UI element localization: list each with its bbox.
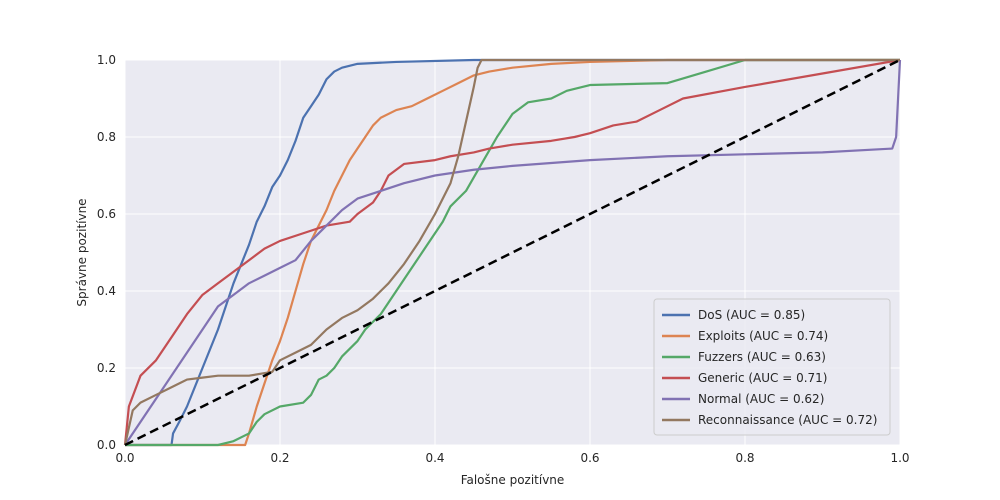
y-axis-label: Správne pozitívne [75,198,89,306]
series-layer [123,58,902,447]
y-tick-label: 1.0 [97,53,116,67]
series-line-1 [125,58,900,447]
y-tick-label: 0.2 [97,361,116,375]
series-line-4 [124,59,902,446]
legend-entry: Normal (AUC = 0.62) [698,392,824,406]
series-line-2 [125,58,900,447]
legend-entry: Fuzzers (AUC = 0.63) [698,350,826,364]
series-line-0 [125,58,900,447]
legend-entry: Reconnaissance (AUC = 0.72) [698,413,877,427]
legend-entry: Exploits (AUC = 0.74) [698,329,828,343]
legend: DoS (AUC = 0.85) Exploits (AUC = 0.74) Fuz… [653,298,891,436]
x-tick-label: 0.0 [115,451,134,465]
x-tick-label: 0.8 [735,451,754,465]
x-axis-label: Falošne pozitívne [461,473,565,487]
x-tick-label: 0.4 [425,451,444,465]
legend-box [653,298,891,436]
x-tick-label: 0.2 [270,451,289,465]
legend-entry: Generic (AUC = 0.71) [698,371,828,385]
x-tick-label: 0.6 [580,451,599,465]
x-tick-label: 1.0 [890,451,909,465]
y-tick-label: 0.0 [97,438,116,452]
series-line-5 [123,58,900,446]
diagonal-reference-line [124,58,901,447]
legend-entry: DoS (AUC = 0.85) [698,308,805,322]
y-tick-label: 0.4 [97,284,116,298]
grid-lines [124,59,901,446]
y-tick-label: 0.8 [97,130,116,144]
tick-labels: 0.0 0.2 0.4 0.6 0.8 1.0 0.0 0.2 0.4 0.6 0.8 1.0 [97,53,910,465]
y-tick-label: 0.6 [97,207,116,221]
